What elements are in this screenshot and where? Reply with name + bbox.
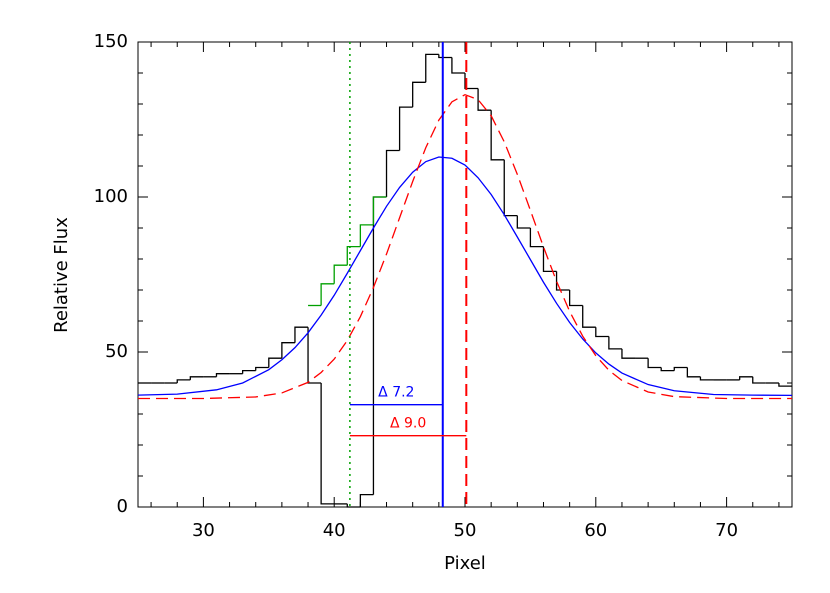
histogram-bin <box>529 228 544 248</box>
histogram-bin <box>385 149 400 197</box>
x-tick-label: 70 <box>715 520 738 541</box>
histogram-bin <box>320 383 335 505</box>
histogram-bin <box>333 264 348 284</box>
histogram-bin <box>281 342 295 359</box>
histogram-bin <box>346 503 361 508</box>
histogram-bin <box>555 271 570 291</box>
plot-frame <box>137 41 793 508</box>
histogram-bin <box>621 348 636 359</box>
histogram-bin <box>660 367 675 372</box>
histogram-bin <box>255 366 269 371</box>
histogram-bin <box>241 369 256 374</box>
histogram-bin <box>438 54 452 59</box>
histogram-bin <box>412 81 426 108</box>
histogram-bin <box>294 326 309 343</box>
x-tick-label: 60 <box>584 520 607 541</box>
histogram-bin <box>346 245 361 266</box>
histogram-bin <box>673 366 688 371</box>
histogram-bin <box>398 106 413 151</box>
fit-curve <box>138 156 792 397</box>
histogram-bin <box>778 383 792 387</box>
histogram-bin <box>372 196 387 495</box>
histogram-bin <box>320 283 335 306</box>
y-tick-label: 150 <box>94 31 128 52</box>
histogram-bin <box>752 376 766 384</box>
histogram-bin <box>372 196 387 225</box>
histogram-bin <box>595 327 609 338</box>
histogram-bin <box>176 379 191 383</box>
histogram-bin <box>215 373 230 377</box>
y-tick-label: 0 <box>117 496 128 517</box>
histogram-bin <box>359 493 374 507</box>
histogram-bin <box>189 376 204 380</box>
y-tick-label: 100 <box>94 186 128 207</box>
histogram-bin <box>686 367 701 378</box>
interval-label: Δ 7.2 <box>378 385 414 401</box>
x-tick-label: 50 <box>454 520 477 541</box>
histogram-bin <box>568 290 583 307</box>
histogram-bin <box>268 357 282 368</box>
histogram-bin <box>739 376 753 380</box>
y-tick-label: 50 <box>105 341 128 362</box>
x-axis-title: Pixel <box>444 553 486 574</box>
x-tick-label: 30 <box>192 520 215 541</box>
histogram-bin <box>451 57 465 74</box>
y-axis-title: Relative Flux <box>51 217 72 333</box>
histogram-bin <box>425 53 439 83</box>
histogram-bin <box>582 305 596 328</box>
histogram-bin <box>359 224 374 247</box>
histogram-bin <box>490 110 505 161</box>
x-tick-label: 40 <box>323 520 346 541</box>
fit-curve <box>138 93 792 400</box>
histogram-bin <box>477 88 492 111</box>
histogram-bin <box>516 215 531 229</box>
histogram-bin <box>464 73 479 90</box>
histogram-bin <box>647 358 662 369</box>
interval-label: Δ 9.0 <box>390 416 426 432</box>
histogram-bin <box>608 336 622 350</box>
histogram-bin <box>699 376 714 381</box>
